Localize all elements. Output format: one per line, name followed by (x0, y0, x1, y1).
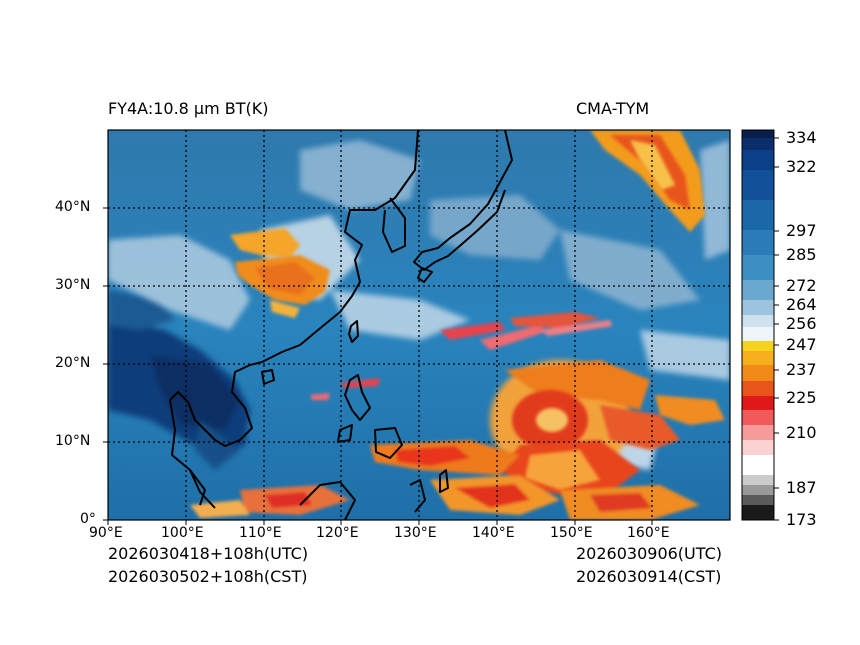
lon-tick-label: 150°E (550, 525, 593, 541)
map-title: FY4A:10.8 µm BT(K) (108, 99, 269, 118)
lat-tick-label: 40°N (55, 199, 91, 215)
lon-tick-label: 160°E (627, 525, 670, 541)
lon-tick-label: 90°E (89, 525, 123, 541)
model-label: CMA-TYM (576, 99, 650, 118)
cloud-field (108, 130, 730, 520)
itcz-convection (190, 440, 700, 520)
lon-tick-label: 120°E (316, 525, 359, 541)
lat-tick-label: 20°N (55, 355, 91, 371)
lon-tick-label: 140°E (472, 525, 515, 541)
colorbar-label: 187 (786, 478, 817, 497)
colorbar (741, 129, 779, 521)
colorbar-label: 225 (786, 388, 817, 407)
colorbar-label: 272 (786, 276, 817, 295)
lon-tick-label: 110°E (239, 525, 282, 541)
init-time-utc: 2026030418+108h(UTC) (108, 544, 309, 563)
colorbar-label: 264 (786, 295, 817, 314)
colorbar-label: 210 (786, 423, 817, 442)
colorbar-label: 322 (786, 157, 817, 176)
lat-tick-label: 0° (80, 511, 96, 527)
lat-tick-label: 10°N (55, 433, 91, 449)
valid-time-cst: 2026030914(CST) (576, 567, 722, 586)
lon-tick-label: 130°E (394, 525, 437, 541)
colorbar-label: 256 (786, 314, 817, 333)
colorbar-label: 297 (786, 221, 817, 240)
graticule (108, 130, 730, 520)
lat-tick-label: 30°N (55, 277, 91, 293)
colorbar-label: 237 (786, 360, 817, 379)
lon-tick-label: 100°E (161, 525, 204, 541)
axis-ticks (103, 207, 653, 525)
cold-cloud-china (230, 228, 330, 318)
colorbar-label: 173 (786, 510, 817, 529)
colorbar-label: 247 (786, 335, 817, 354)
valid-time-utc: 2026030906(UTC) (576, 544, 722, 563)
colorbar-label: 285 (786, 245, 817, 264)
colorbar-label: 334 (786, 128, 817, 147)
cloud-streaks (310, 312, 612, 400)
init-time-cst: 2026030502+108h(CST) (108, 567, 308, 586)
